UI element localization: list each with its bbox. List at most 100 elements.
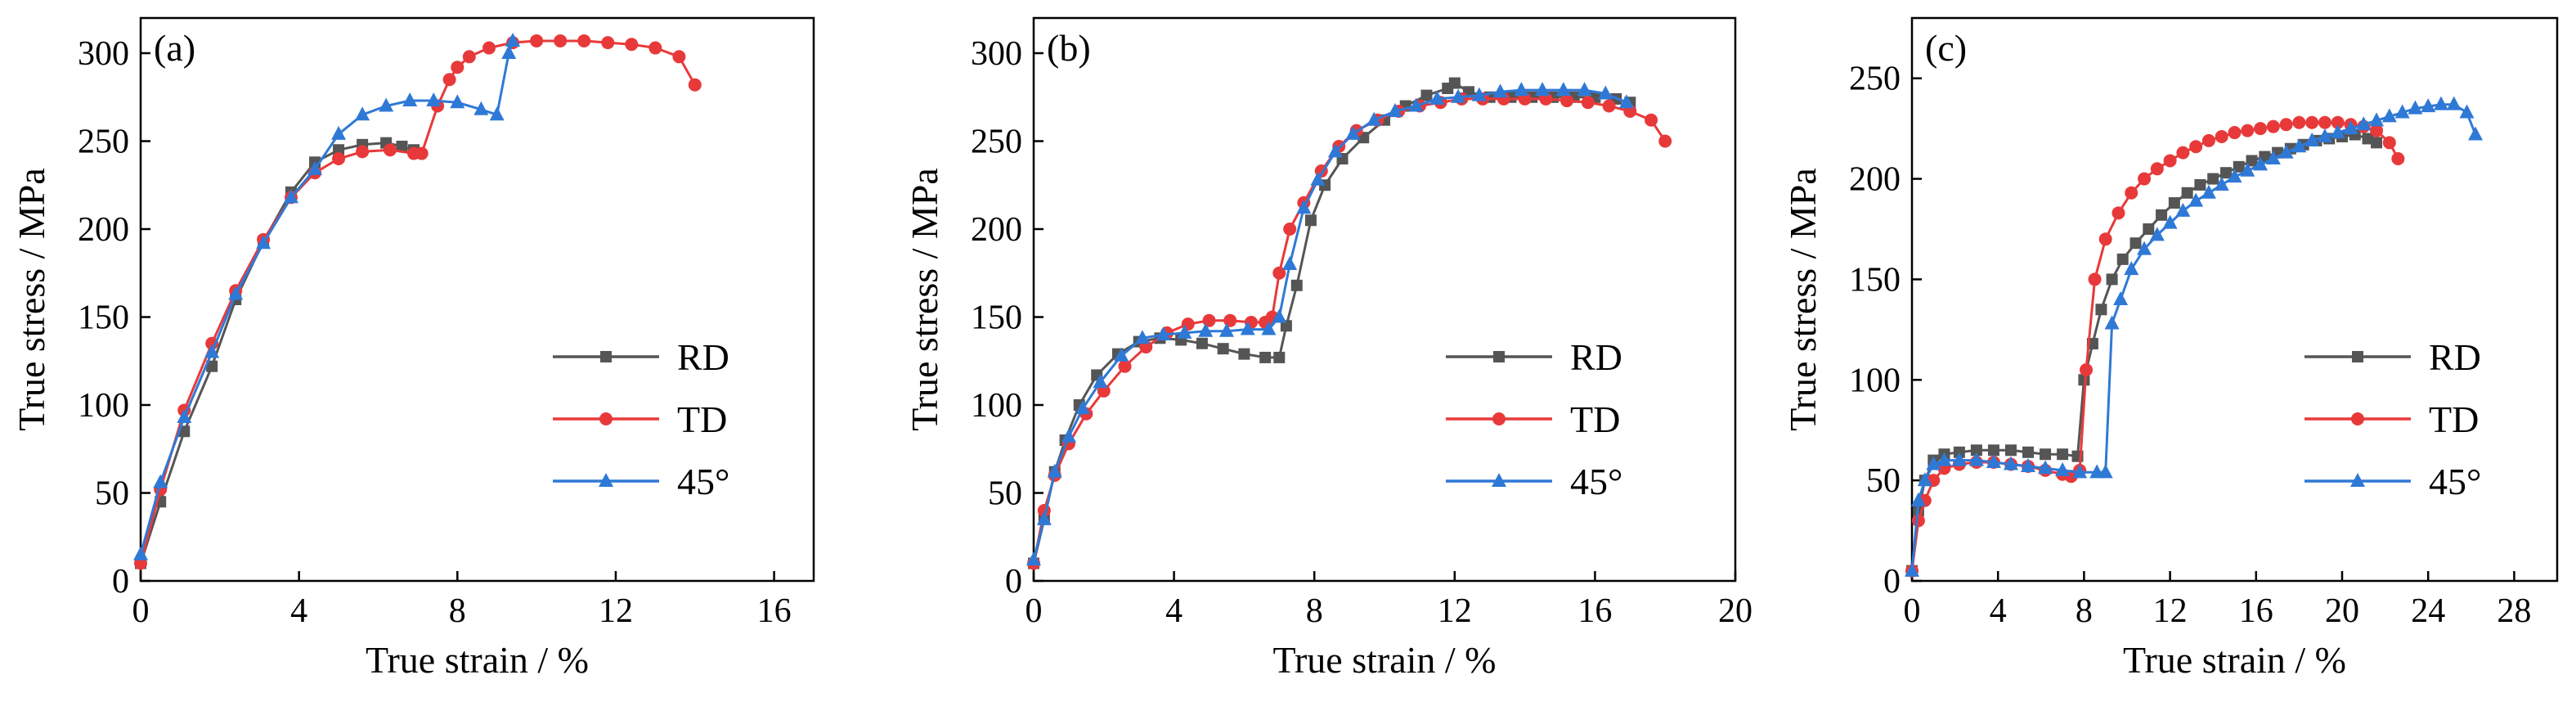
x-tick-label: 16 <box>2239 592 2273 630</box>
data-point <box>1619 94 1635 109</box>
data-point <box>228 286 244 300</box>
data-point <box>2125 186 2138 200</box>
data-point <box>1280 320 1292 332</box>
legend-label: TD <box>2429 398 2479 440</box>
data-point <box>2088 272 2102 286</box>
data-point <box>1577 82 1592 97</box>
data-point <box>2181 187 2193 199</box>
data-point <box>2201 133 2215 147</box>
legend-label: RD <box>677 336 729 378</box>
data-point <box>1218 322 1234 337</box>
data-point <box>2408 100 2423 115</box>
data-point <box>688 78 702 92</box>
data-point <box>2292 115 2306 129</box>
data-point <box>133 546 148 560</box>
data-point <box>1272 266 1286 280</box>
data-point <box>2278 144 2294 159</box>
data-point <box>2433 96 2448 110</box>
data-point <box>2446 96 2462 110</box>
data-point <box>2129 237 2142 250</box>
data-point <box>489 106 505 121</box>
data-point <box>2176 146 2190 160</box>
series-45° <box>133 32 521 560</box>
legend-entry: TD <box>553 398 727 440</box>
data-point <box>1177 324 1192 339</box>
data-point <box>1560 94 1574 108</box>
data-point <box>1196 337 1208 349</box>
y-tick-label: 50 <box>95 475 129 513</box>
data-point <box>2175 202 2191 217</box>
legend-marker <box>1492 412 1506 425</box>
data-point <box>1910 492 1926 506</box>
data-point <box>2188 192 2204 207</box>
x-tick-label: 4 <box>1990 592 2007 630</box>
data-point <box>1272 308 1287 323</box>
y-axis-label: True stress / MPa <box>1782 168 1824 431</box>
y-tick-label: 150 <box>1849 261 1901 299</box>
y-tick-label: 100 <box>1849 362 1901 399</box>
data-point <box>356 145 370 159</box>
data-point <box>505 32 521 47</box>
data-point <box>2240 162 2255 177</box>
data-point <box>204 344 220 358</box>
y-axis-label: True stress / MPa <box>11 168 52 431</box>
data-point <box>1555 82 1571 97</box>
data-point <box>2038 460 2053 475</box>
data-point <box>2098 232 2112 246</box>
data-point <box>2194 178 2206 191</box>
data-point <box>379 97 394 112</box>
series-line <box>1910 133 2377 571</box>
data-point <box>1986 454 2001 469</box>
data-point <box>1602 99 1616 113</box>
data-point <box>2150 162 2164 176</box>
legend-label: RD <box>2429 336 2481 378</box>
x-tick-label: 4 <box>290 592 307 630</box>
data-point <box>1198 322 1214 337</box>
series-RD <box>135 137 420 569</box>
data-point <box>2362 133 2374 145</box>
data-point <box>1134 330 1150 344</box>
legend-marker <box>600 351 612 362</box>
legend-entry: 45° <box>2304 461 2481 502</box>
data-point <box>554 34 568 47</box>
x-tick-label: 28 <box>2497 592 2531 630</box>
y-tick-label: 300 <box>971 35 1022 73</box>
data-point <box>1451 88 1466 103</box>
legend-entry: TD <box>1446 398 1620 440</box>
data-point <box>2072 464 2088 479</box>
y-tick-label: 300 <box>78 35 129 73</box>
legend-label: 45° <box>677 461 729 502</box>
data-point <box>1327 143 1343 158</box>
x-tick-label: 0 <box>1904 592 1921 630</box>
legend-marker <box>1492 473 1506 487</box>
data-point <box>2124 261 2139 276</box>
data-point <box>1047 463 1062 478</box>
x-tick-label: 20 <box>2325 592 2359 630</box>
series-line <box>139 40 514 556</box>
y-tick-label: 100 <box>78 387 129 425</box>
data-point <box>2057 448 2069 461</box>
data-point <box>2163 154 2177 168</box>
series-RD <box>1906 128 2383 577</box>
legend-entry: RD <box>2304 336 2481 378</box>
data-point <box>2369 112 2385 127</box>
x-tick-label: 8 <box>1306 592 1323 630</box>
data-point <box>2305 115 2319 129</box>
data-point <box>2421 98 2436 113</box>
data-point <box>206 360 218 372</box>
series-line <box>1910 121 2399 571</box>
data-point <box>1951 452 1967 466</box>
data-point <box>1036 511 1052 525</box>
data-point <box>2219 167 2232 179</box>
data-point <box>2394 104 2410 119</box>
data-point <box>2022 446 2035 458</box>
data-point <box>1535 82 1551 97</box>
data-point <box>625 38 639 52</box>
x-axis-label: True strain / % <box>366 639 589 681</box>
data-point <box>2021 457 2036 472</box>
legend-entry: 45° <box>553 461 729 502</box>
legend-marker <box>2352 351 2363 362</box>
data-point <box>1987 444 1999 457</box>
data-point <box>1917 472 1932 487</box>
